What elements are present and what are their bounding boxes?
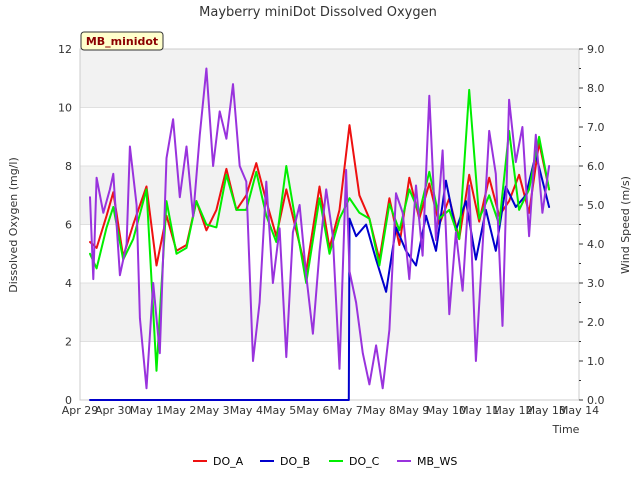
grid-band [80, 283, 579, 342]
legend-label-do-c: DO_C [349, 455, 380, 468]
y-tick-label: 12 [58, 43, 72, 56]
right-axis-ticks: 0.0 1.0 2.0 3.0 4.0 5.0 6.0 7.0 8.0 9.0 [579, 43, 605, 407]
y2-tick-label: 8.0 [587, 82, 605, 95]
x-tick-label: May 8 [363, 404, 396, 417]
x-tick-label: May 13 [526, 404, 566, 417]
y2-tick-label: 9.0 [587, 43, 605, 56]
y2-tick-label: 3.0 [587, 277, 605, 290]
x-tick-label: May 6 [296, 404, 329, 417]
series-layer [89, 67, 551, 401]
y-tick-label: 4 [65, 277, 72, 290]
grid-band [80, 107, 579, 166]
y2-tick-label: 7.0 [587, 121, 605, 134]
legend-label-do-a: DO_A [213, 455, 244, 468]
x-tick-label: Apr 29 [62, 404, 99, 417]
y-axis-label: Dissolved Oxygen (mg/l) [7, 157, 20, 292]
y2-tick-label: 4.0 [587, 238, 605, 251]
y-tick-label: 0 [65, 394, 72, 407]
y-tick-label: 2 [65, 336, 72, 349]
station-badge-box [80, 31, 164, 51]
grid-band [80, 341, 579, 400]
y2-axis-label: Wind Speed (m/s) [619, 176, 632, 274]
y-tick-label: 10 [58, 102, 72, 115]
series-line-mb-ws [89, 67, 551, 390]
left-axis-ticks: 0 2 4 6 8 10 12 [58, 43, 72, 407]
x-tick-label: May 14 [559, 404, 599, 417]
legend: DO_A DO_B DO_C MB_WS [193, 455, 457, 468]
x-axis-label: Time [552, 423, 580, 436]
x-tick-label: May 10 [426, 404, 466, 417]
x-tick-label: May 4 [230, 404, 263, 417]
station-badge-text: MB_minidot [86, 35, 158, 48]
x-tick-label: May 1 [130, 404, 163, 417]
legend-label-do-b: DO_B [280, 455, 310, 468]
x-tick-label: May 12 [492, 404, 532, 417]
x-tick-label: Apr 30 [95, 404, 132, 417]
chart-title: Mayberry miniDot Dissolved Oxygen [199, 5, 437, 20]
y2-tick-label: 1.0 [587, 355, 605, 368]
y2-tick-label: 2.0 [587, 316, 605, 329]
station-badge: MB_minidot [80, 31, 164, 51]
x-tick-label: May 11 [459, 404, 499, 417]
y-tick-label: 8 [65, 160, 72, 173]
series-line-do-b [89, 153, 551, 401]
x-tick-label: May 5 [263, 404, 296, 417]
y2-tick-label: 0.0 [587, 394, 605, 407]
legend-label-mb-ws: MB_WS [417, 455, 457, 468]
x-tick-label: May 3 [196, 404, 229, 417]
y2-tick-label: 6.0 [587, 160, 605, 173]
x-tick-label: May 7 [330, 404, 363, 417]
y2-tick-label: 5.0 [587, 199, 605, 212]
x-tick-label: May 9 [396, 404, 429, 417]
y-tick-label: 6 [65, 219, 72, 232]
x-tick-label: May 2 [163, 404, 196, 417]
grid-band [80, 49, 579, 108]
